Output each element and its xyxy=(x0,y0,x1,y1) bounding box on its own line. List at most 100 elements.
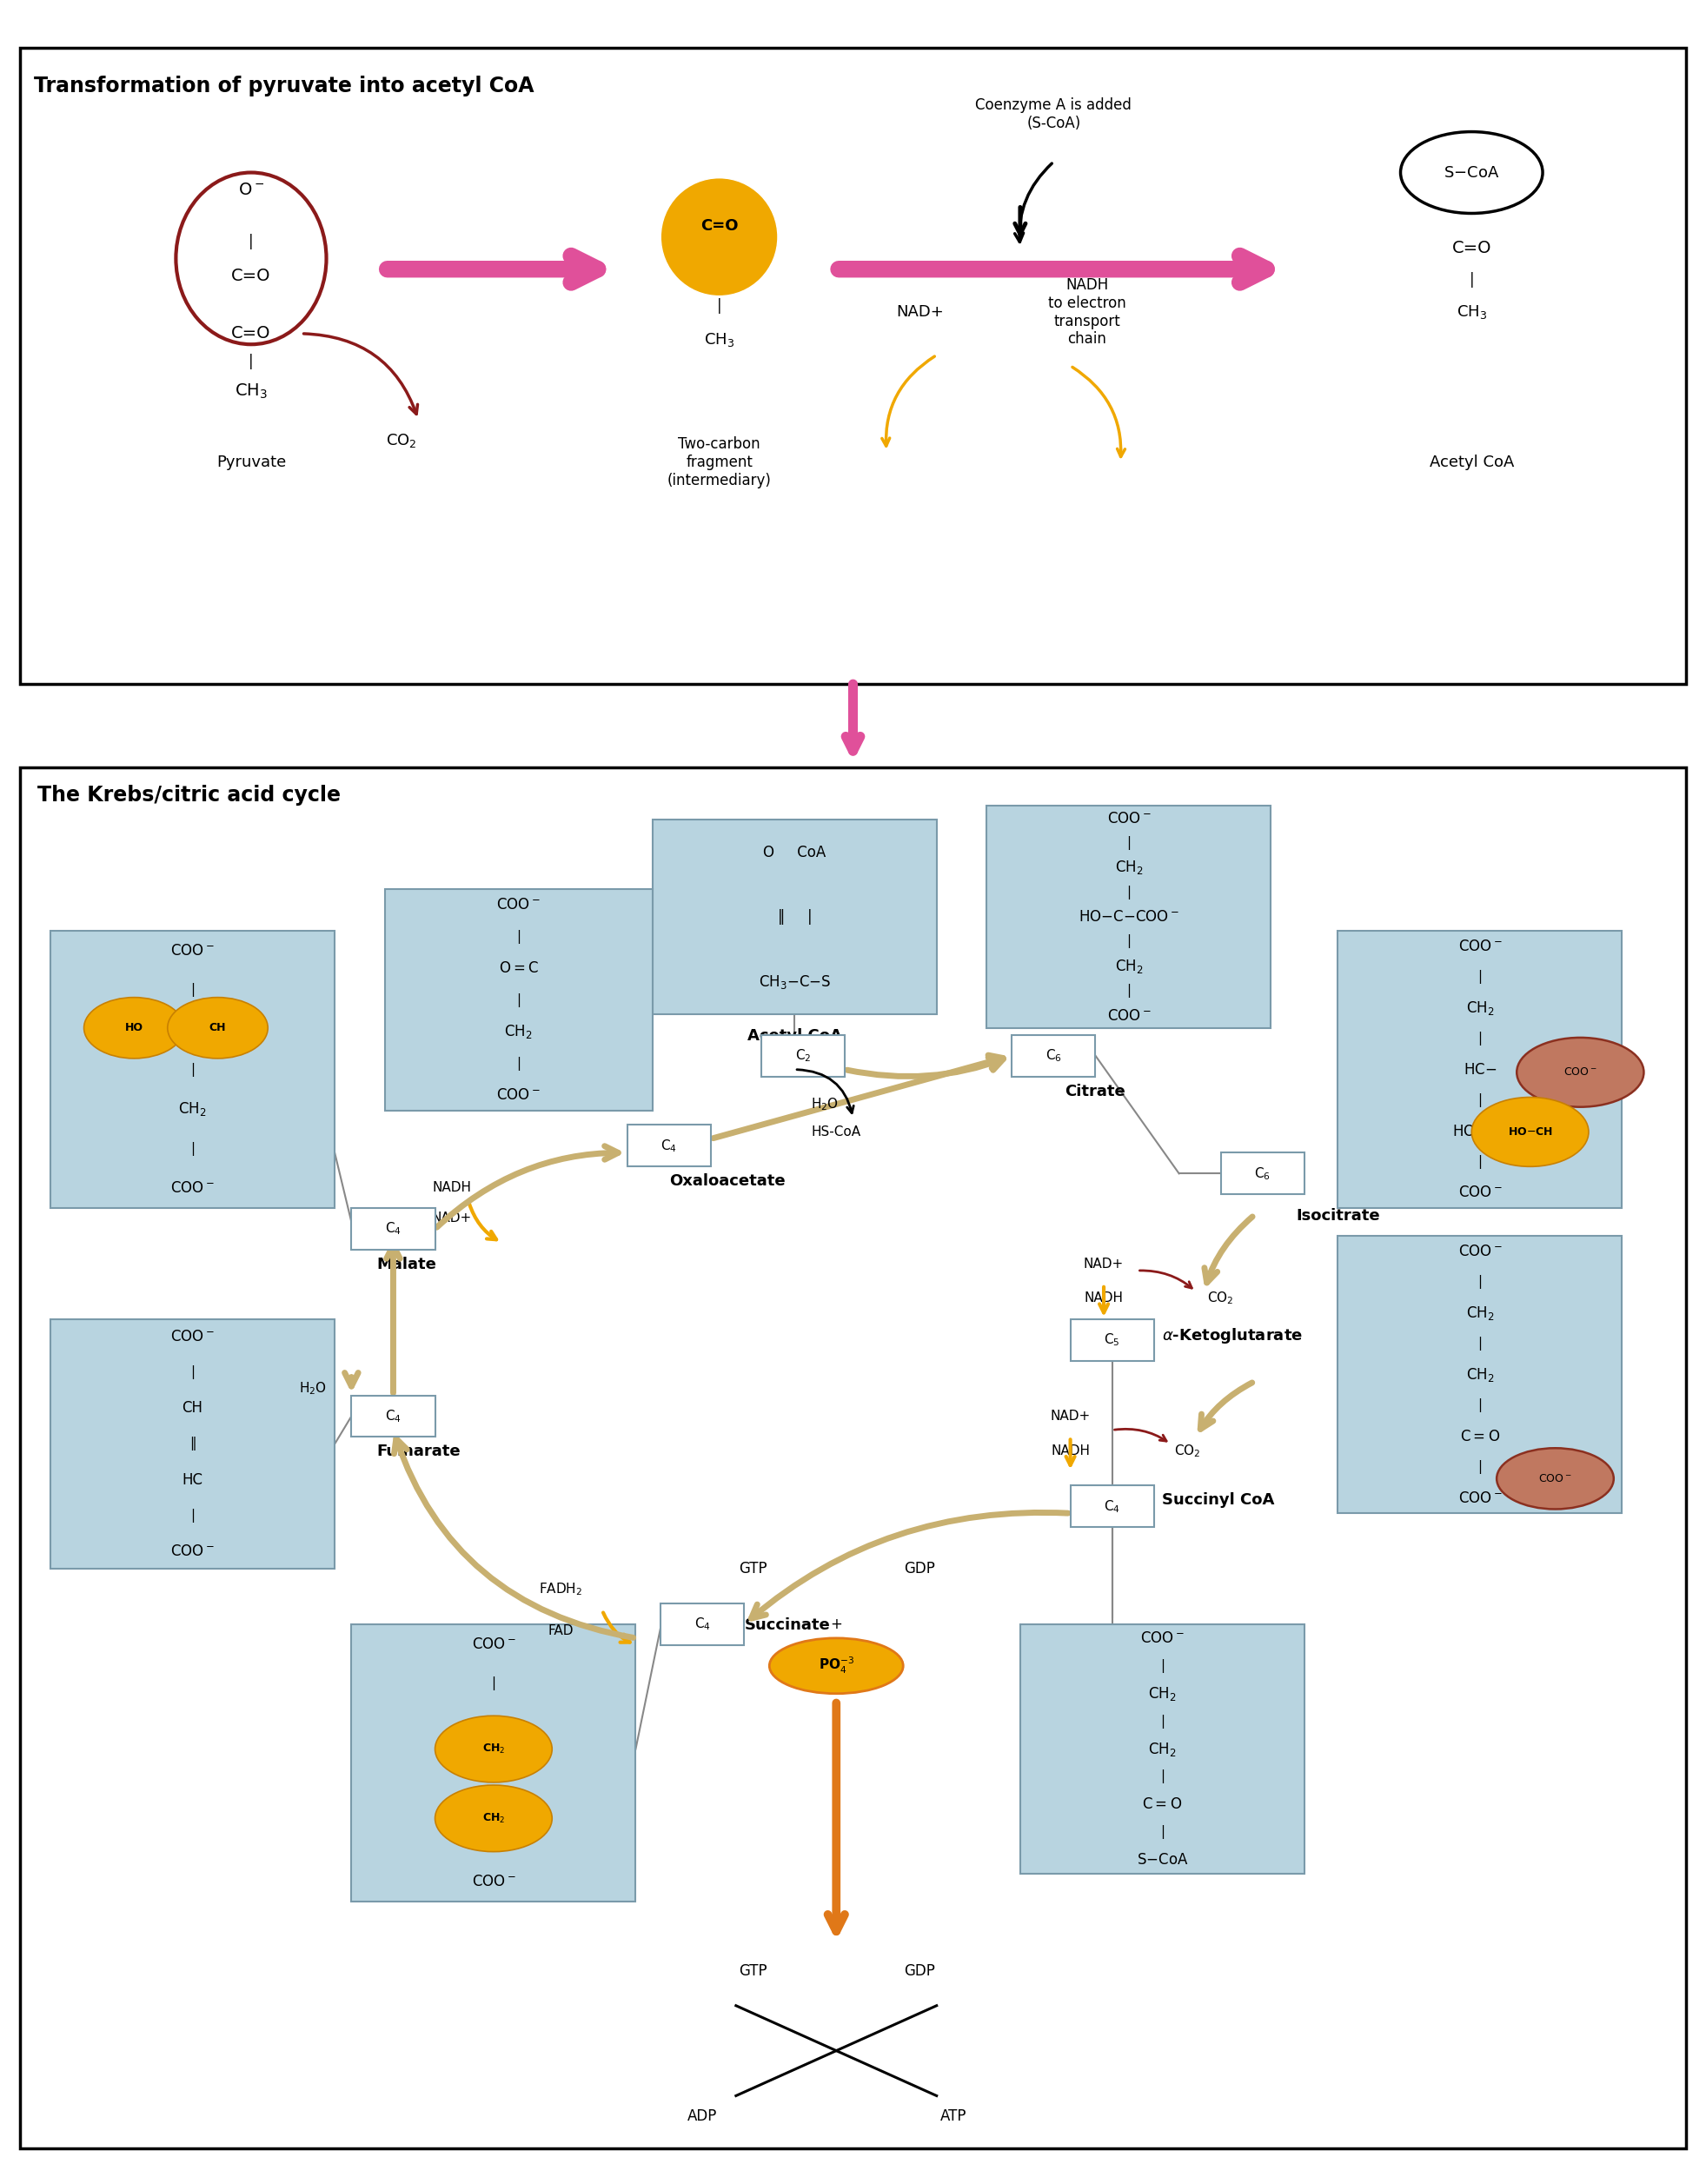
Text: CH: CH xyxy=(210,1022,227,1033)
Text: H$_2$O: H$_2$O xyxy=(810,1096,839,1112)
Text: $|$: $|$ xyxy=(491,1675,496,1693)
Text: COO$^-$: COO$^-$ xyxy=(1563,1066,1597,1079)
Text: CH$_3$: CH$_3$ xyxy=(1457,304,1488,321)
FancyBboxPatch shape xyxy=(761,1035,844,1077)
Text: COO$^-$: COO$^-$ xyxy=(496,1088,541,1103)
FancyBboxPatch shape xyxy=(660,1603,744,1645)
Text: C=O: C=O xyxy=(1452,240,1491,256)
Text: $|$: $|$ xyxy=(191,1061,194,1079)
Text: COO$^-$: COO$^-$ xyxy=(496,898,541,913)
Text: COO$^-$: COO$^-$ xyxy=(1459,1243,1501,1260)
Ellipse shape xyxy=(435,1784,553,1852)
FancyArrowPatch shape xyxy=(797,1070,853,1114)
Text: $|$: $|$ xyxy=(517,928,520,946)
Text: $|$: $|$ xyxy=(1477,1153,1483,1171)
FancyArrowPatch shape xyxy=(394,1439,633,1638)
Text: GDP: GDP xyxy=(904,1963,935,1979)
Text: COO$^-$: COO$^-$ xyxy=(1140,1629,1184,1647)
FancyArrowPatch shape xyxy=(827,1704,844,1931)
Text: |: | xyxy=(1469,273,1474,288)
Text: Oxaloacetate: Oxaloacetate xyxy=(669,1173,785,1188)
FancyArrowPatch shape xyxy=(604,1612,630,1642)
FancyBboxPatch shape xyxy=(1012,1035,1095,1077)
Ellipse shape xyxy=(167,998,268,1059)
Text: CO$_2$: CO$_2$ xyxy=(1208,1291,1233,1306)
Text: PO$_4^{-3}$: PO$_4^{-3}$ xyxy=(819,1655,855,1675)
FancyBboxPatch shape xyxy=(1221,1153,1305,1195)
Text: C$_4$: C$_4$ xyxy=(694,1616,711,1631)
Text: The Krebs/citric acid cycle: The Krebs/citric acid cycle xyxy=(38,786,341,806)
Text: Pyruvate: Pyruvate xyxy=(217,454,287,470)
Text: $|$: $|$ xyxy=(1477,1398,1483,1413)
Text: COO$^-$: COO$^-$ xyxy=(1107,810,1152,826)
Text: $|$: $|$ xyxy=(1160,1712,1165,1730)
Text: COO$^-$: COO$^-$ xyxy=(171,943,215,959)
FancyBboxPatch shape xyxy=(351,1208,435,1249)
Text: NADH
to electron
transport
chain: NADH to electron transport chain xyxy=(1047,277,1126,347)
FancyArrowPatch shape xyxy=(1015,164,1053,242)
Text: NAD+: NAD+ xyxy=(1083,1258,1124,1271)
Text: $\alpha$-Ketoglutarate: $\alpha$-Ketoglutarate xyxy=(1162,1326,1303,1345)
FancyArrowPatch shape xyxy=(1073,367,1124,456)
FancyBboxPatch shape xyxy=(1338,1236,1622,1514)
FancyBboxPatch shape xyxy=(386,889,652,1112)
FancyArrowPatch shape xyxy=(1140,1271,1192,1289)
Text: FAD: FAD xyxy=(548,1625,573,1638)
Text: Acetyl CoA: Acetyl CoA xyxy=(747,1029,841,1044)
Text: CH$_2$: CH$_2$ xyxy=(1148,1741,1177,1758)
Text: $|$: $|$ xyxy=(1160,1769,1165,1787)
Text: Coenzyme A is added
(S-CoA): Coenzyme A is added (S-CoA) xyxy=(976,98,1131,131)
Text: Succinate: Succinate xyxy=(744,1618,831,1634)
Text: C$=$O: C$=$O xyxy=(1460,1428,1500,1444)
FancyBboxPatch shape xyxy=(628,1125,711,1166)
Text: O$^-$: O$^-$ xyxy=(239,181,264,199)
Text: NADH: NADH xyxy=(1085,1291,1123,1304)
Ellipse shape xyxy=(435,1717,553,1782)
Text: CH$_2$: CH$_2$ xyxy=(179,1101,206,1118)
Text: Acetyl CoA: Acetyl CoA xyxy=(1430,454,1513,470)
Text: CH$_2$: CH$_2$ xyxy=(1465,998,1494,1016)
Text: CH$_2$: CH$_2$ xyxy=(1148,1684,1177,1701)
FancyBboxPatch shape xyxy=(1070,1319,1153,1361)
Text: O     CoA: O CoA xyxy=(763,845,826,860)
Text: $|$: $|$ xyxy=(1160,1824,1165,1841)
Text: C$_4$: C$_4$ xyxy=(386,1221,401,1236)
Text: HO$-$CH: HO$-$CH xyxy=(1452,1123,1508,1140)
FancyBboxPatch shape xyxy=(351,1396,435,1437)
Text: CH$_2$: CH$_2$ xyxy=(1465,1365,1494,1382)
FancyArrowPatch shape xyxy=(304,334,418,415)
Text: C=O: C=O xyxy=(232,266,271,284)
FancyArrowPatch shape xyxy=(1066,1439,1075,1465)
Text: H$_2$O: H$_2$O xyxy=(299,1380,326,1396)
Text: GTP: GTP xyxy=(739,1562,768,1577)
Text: CO$_2$: CO$_2$ xyxy=(1174,1444,1201,1459)
Ellipse shape xyxy=(1472,1096,1588,1166)
FancyArrowPatch shape xyxy=(387,256,597,282)
FancyArrowPatch shape xyxy=(1204,1216,1252,1282)
FancyArrowPatch shape xyxy=(882,356,935,446)
FancyArrowPatch shape xyxy=(839,256,1266,282)
FancyBboxPatch shape xyxy=(1070,1485,1153,1527)
Ellipse shape xyxy=(769,1638,902,1693)
Text: NADH: NADH xyxy=(432,1182,471,1195)
Text: $|$: $|$ xyxy=(1477,1031,1483,1048)
FancyBboxPatch shape xyxy=(1020,1625,1305,1874)
Text: $|$: $|$ xyxy=(1126,983,1131,1000)
Text: C$_4$: C$_4$ xyxy=(386,1409,401,1424)
Text: $\|$     $|$: $\|$ $|$ xyxy=(776,906,812,926)
Text: COO$^-$: COO$^-$ xyxy=(1459,1489,1501,1505)
Text: HO$-$CH: HO$-$CH xyxy=(1508,1127,1552,1138)
Text: Fumarate: Fumarate xyxy=(377,1444,461,1459)
Text: HO: HO xyxy=(125,1022,143,1033)
Text: $|$: $|$ xyxy=(1477,1459,1483,1476)
Text: $|$: $|$ xyxy=(1126,834,1131,852)
Text: CH$_2$: CH$_2$ xyxy=(479,1793,508,1811)
Text: COO$^-$: COO$^-$ xyxy=(171,1544,215,1559)
FancyBboxPatch shape xyxy=(986,806,1271,1029)
Text: $|$: $|$ xyxy=(491,1835,496,1850)
Text: $|$: $|$ xyxy=(1477,1334,1483,1352)
Text: $|$: $|$ xyxy=(191,1507,194,1524)
Text: HC$-$: HC$-$ xyxy=(1464,1061,1496,1077)
Text: Isocitrate: Isocitrate xyxy=(1297,1208,1380,1223)
Text: NAD+: NAD+ xyxy=(1051,1409,1090,1422)
